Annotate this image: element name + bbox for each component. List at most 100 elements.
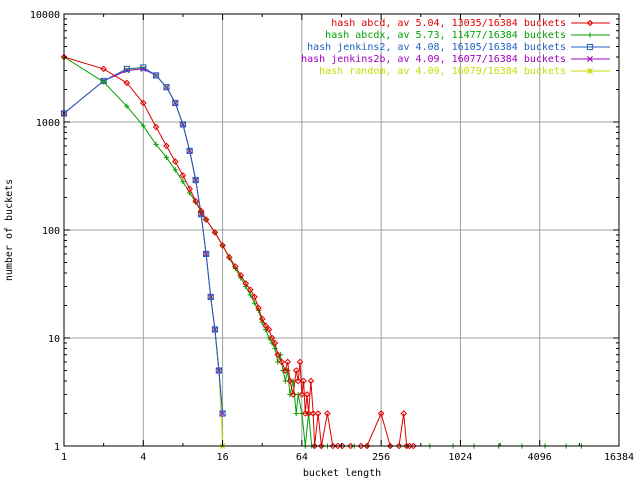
data-point: [586, 43, 594, 51]
series-0: [60, 53, 417, 450]
data-point: [219, 410, 226, 417]
data-point: [123, 79, 131, 87]
data-point: [262, 322, 269, 330]
data-point: [219, 242, 226, 249]
data-point: [247, 292, 253, 298]
data-point: [251, 293, 258, 301]
data-point: [587, 68, 593, 74]
y-tick-label: 100: [42, 226, 60, 237]
x-tick-label: 16: [217, 452, 229, 463]
data-point: [140, 65, 147, 72]
data-point: [186, 185, 193, 193]
data-point: [203, 250, 210, 258]
x-tick-label: 16384: [604, 452, 634, 463]
data-point: [284, 358, 292, 366]
data-point: [179, 121, 187, 128]
data-point: [180, 179, 186, 185]
data-point: [334, 442, 342, 450]
data-point: [318, 442, 325, 450]
data-point: [400, 410, 408, 417]
data-point: [300, 377, 307, 385]
data-point: [242, 280, 250, 287]
data-point: [153, 141, 159, 148]
y-tick-label: 10: [48, 334, 60, 345]
data-point: [586, 19, 594, 27]
data-point: [179, 172, 187, 179]
data-point: [139, 99, 147, 107]
data-point: [100, 65, 107, 73]
data-point: [140, 123, 146, 129]
legend-entry: hash jenkins2, av 4.08, 16105/16384 buck…: [307, 42, 610, 53]
data-point: [101, 79, 107, 85]
data-point: [226, 253, 233, 261]
data-point: [123, 66, 130, 73]
data-point: [410, 442, 417, 450]
x-tick-label: 4: [140, 452, 146, 463]
x-tick-label: 256: [372, 452, 390, 463]
data-point: [152, 123, 160, 131]
series-line: [63, 56, 414, 447]
data-point: [172, 99, 179, 107]
data-point: [232, 263, 239, 270]
x-tick-label: 4096: [528, 452, 552, 463]
data-point: [363, 442, 371, 450]
data-point: [152, 72, 160, 79]
data-point: [307, 377, 315, 385]
data-point: [282, 367, 289, 374]
data-point: [347, 442, 354, 450]
data-point: [197, 207, 205, 215]
data-point: [587, 56, 593, 62]
data-point: [305, 410, 312, 417]
data-point: [171, 158, 179, 165]
data-point: [293, 410, 299, 417]
data-point: [309, 410, 317, 417]
data-point: [286, 377, 294, 385]
data-point: [324, 410, 331, 417]
data-point: [311, 442, 318, 450]
data-point: [268, 334, 276, 342]
y-tick-label: 10000: [30, 10, 60, 21]
series-line: [63, 56, 582, 447]
legend-label: hash random, av 4.09, 16079/16384 bucket…: [319, 66, 566, 77]
data-point: [124, 103, 130, 109]
data-point: [303, 391, 311, 398]
data-point: [357, 442, 365, 450]
data-point: [237, 272, 245, 279]
series-layer: [60, 53, 585, 450]
axis-ticks: 1 4 16 64 256 1024 4096 16384 1 10 100 1000 10000: [30, 10, 634, 463]
legend-label: hash abcdx, av 5.73, 11477/16384 buckets: [325, 30, 566, 41]
x-tick-label: 64: [296, 452, 308, 463]
data-point: [274, 351, 282, 359]
x-tick-label: 1: [61, 452, 67, 463]
legend: hash abcd, av 5.04, 13035/16384 bucketsh…: [301, 18, 610, 77]
data-point: [258, 315, 266, 323]
data-point: [192, 197, 199, 205]
data-point: [163, 154, 170, 161]
data-point: [172, 167, 178, 173]
data-point: [377, 410, 385, 417]
data-point: [211, 229, 219, 236]
data-point: [192, 176, 199, 184]
data-point: [186, 147, 193, 155]
data-point: [163, 142, 170, 150]
data-point: [140, 64, 147, 71]
y-tick-label: 1000: [36, 118, 60, 129]
data-point: [123, 65, 130, 73]
legend-label: hash jenkins2b, av 4.09, 16077/16384 buc…: [301, 54, 566, 65]
grid: [63, 13, 620, 447]
data-point: [211, 326, 219, 333]
data-point: [289, 391, 297, 398]
data-point: [247, 286, 254, 294]
data-point: [298, 391, 306, 398]
y-axis-label: number of buckets: [4, 179, 15, 281]
data-point: [294, 377, 302, 385]
data-point: [296, 358, 304, 366]
data-point: [299, 410, 305, 417]
data-point: [202, 216, 210, 223]
x-axis-label: bucket length: [303, 468, 381, 479]
data-point: [255, 304, 262, 312]
legend-entry: hash random, av 4.09, 16079/16384 bucket…: [319, 66, 610, 77]
series-1: [61, 54, 585, 449]
series-line: [63, 66, 224, 414]
